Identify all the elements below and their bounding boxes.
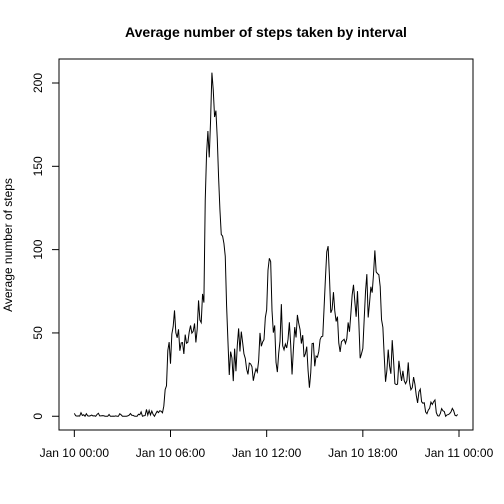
- y-tick-label: 0: [31, 413, 45, 420]
- x-tick-label: Jan 11 00:00: [425, 446, 494, 460]
- x-tick-label: Jan 10 06:00: [136, 446, 206, 460]
- data-line: [73, 72, 459, 418]
- y-tick-label: 200: [31, 73, 45, 93]
- y-tick-label: 50: [31, 326, 45, 340]
- x-tick-label: Jan 10 18:00: [328, 446, 398, 460]
- x-tick-label: Jan 10 12:00: [232, 446, 302, 460]
- y-axis-label: Average number of steps: [1, 178, 15, 312]
- chart-title: Average number of steps taken by interva…: [125, 24, 407, 40]
- x-tick-label: Jan 10 00:00: [40, 446, 110, 460]
- y-tick-label: 100: [31, 239, 45, 259]
- y-tick-label: 150: [31, 156, 45, 176]
